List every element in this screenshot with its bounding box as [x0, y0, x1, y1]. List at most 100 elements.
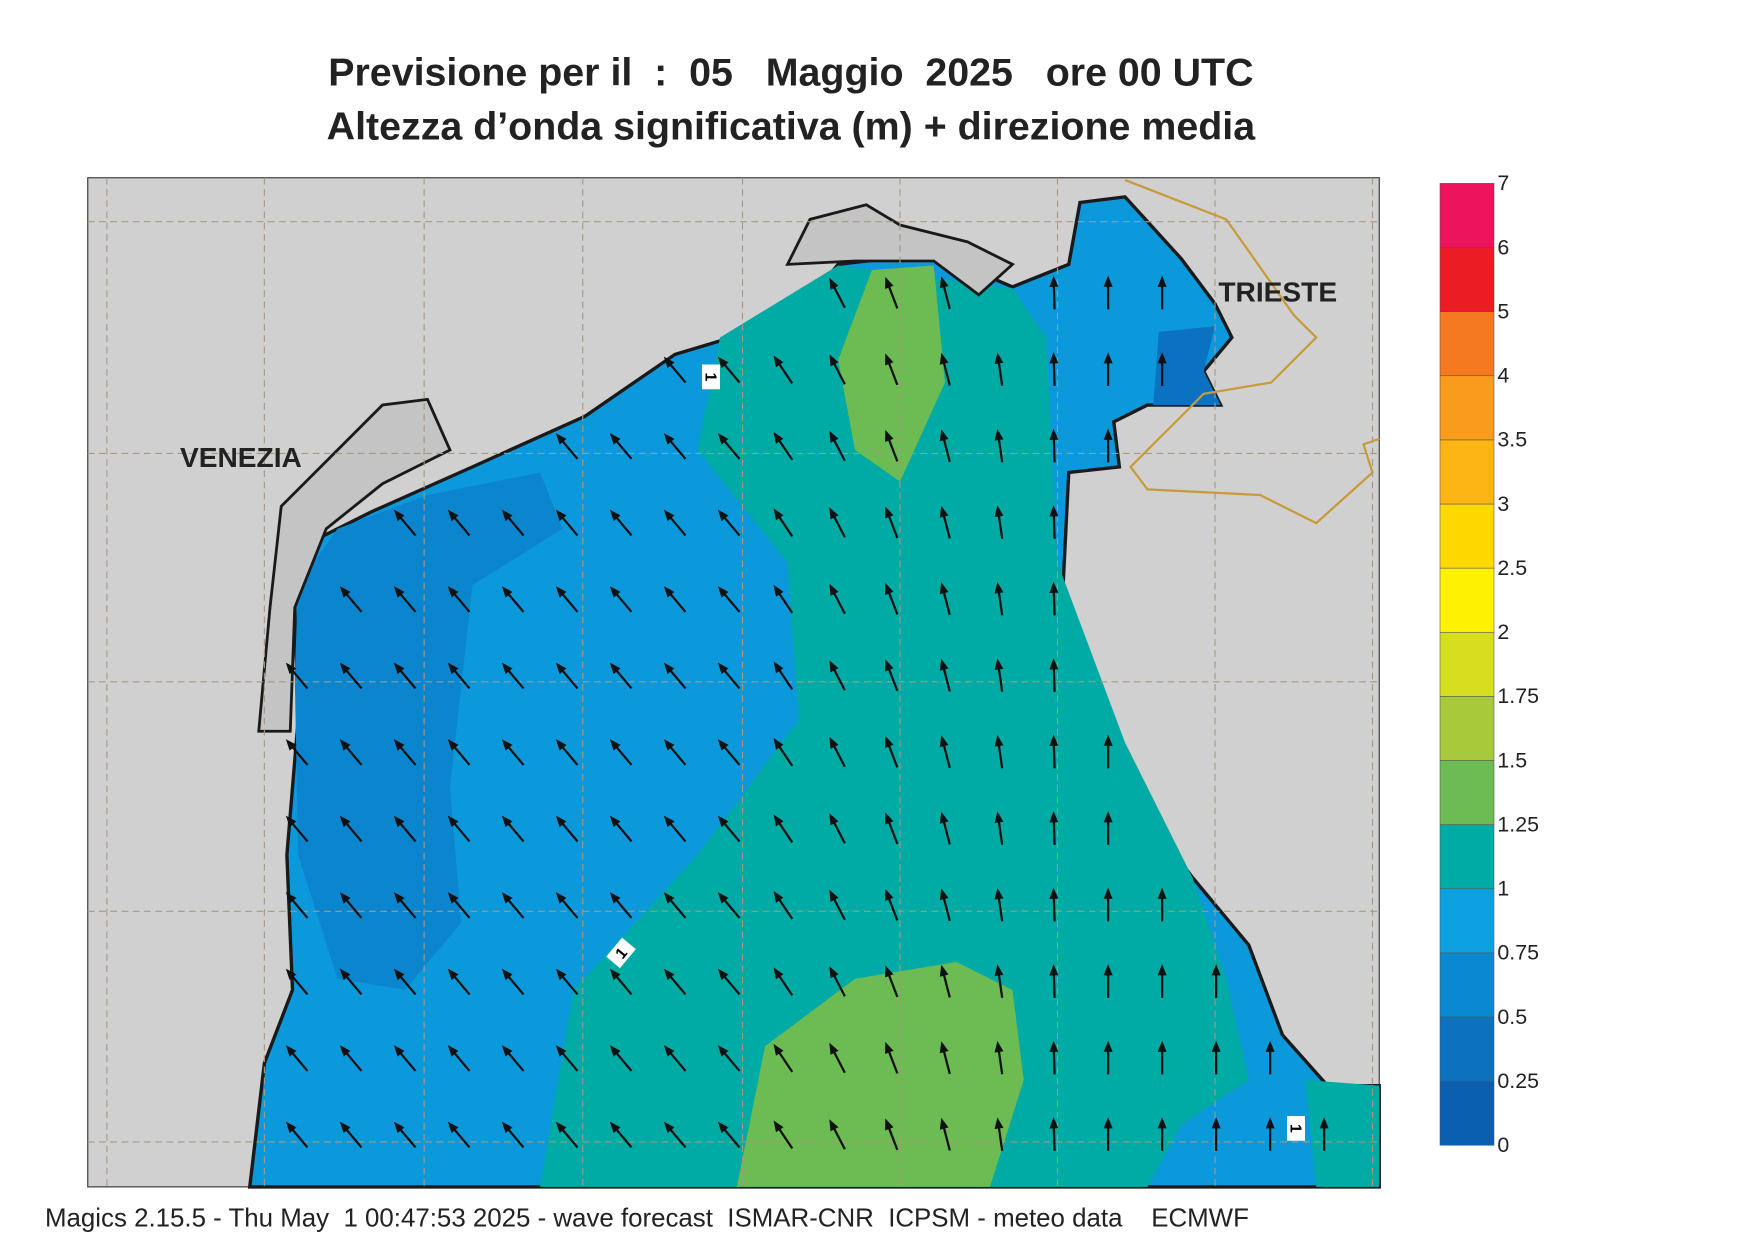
arrow-head — [1157, 1117, 1167, 1129]
arrow-head — [1049, 734, 1059, 747]
arrow-head — [285, 1121, 297, 1134]
arrow-head — [609, 509, 621, 522]
arrow-head — [609, 892, 621, 904]
arrow-head — [717, 356, 729, 369]
arrow-head — [501, 509, 513, 522]
arrow-head — [885, 965, 894, 978]
sea-mid — [540, 265, 1249, 1187]
arrow-head — [885, 812, 894, 825]
arrow-head — [829, 507, 839, 520]
wave-direction-arrows — [285, 275, 1329, 1151]
arrow-head — [339, 662, 351, 675]
sea-high-north — [838, 265, 945, 482]
arrow-head — [717, 892, 729, 904]
arrow-head — [994, 1040, 1004, 1053]
arrow-head — [447, 662, 459, 675]
arrow-head — [994, 352, 1004, 365]
arrow-head — [829, 660, 839, 673]
title-line-2: Altezza d’onda significativa (m) + direz… — [327, 105, 1257, 149]
arrow-head — [829, 277, 839, 290]
arrow-head — [285, 968, 297, 981]
colorbar-band — [1439, 1016, 1495, 1082]
arrow-head — [555, 509, 567, 522]
arrow-head — [717, 509, 729, 522]
arrow-head — [393, 968, 405, 981]
arrow-head — [885, 659, 894, 672]
arrow-head — [773, 355, 784, 368]
arrow-head — [994, 734, 1004, 747]
arrow-head — [1157, 275, 1167, 287]
arrow-head — [994, 1117, 1004, 1130]
arrow-head — [339, 815, 351, 828]
arrow-head — [501, 586, 513, 598]
arrow-head — [1265, 1040, 1275, 1052]
arrow-head — [1211, 1117, 1221, 1129]
colorbar-tick-label: 0.25 — [1497, 1069, 1539, 1093]
arrow-head — [285, 739, 297, 751]
arrow-head — [885, 429, 894, 443]
arrow-head — [663, 356, 675, 369]
arrow-head — [885, 1118, 894, 1131]
arrow-head — [939, 811, 949, 824]
colorbar-tick-label: 1.75 — [1497, 684, 1539, 708]
arrow-head — [393, 586, 405, 598]
arrow-head — [1103, 964, 1113, 976]
arrow-head — [773, 890, 784, 903]
arrow-head — [885, 582, 894, 596]
sea-mid-se — [1305, 1080, 1380, 1187]
arrow-head — [1157, 964, 1167, 976]
colorbar-band — [1439, 183, 1495, 248]
colorbar-tick-label: 2 — [1497, 620, 1509, 644]
contour-label: 1 — [1286, 1124, 1303, 1133]
arrow-head — [1211, 964, 1221, 976]
arrow-head — [663, 815, 675, 828]
arrow-head — [339, 1045, 351, 1057]
arrow-head — [555, 433, 567, 445]
arrow-head — [555, 892, 567, 904]
arrow-head — [994, 505, 1004, 518]
colorbar-tick-label: 3.5 — [1497, 428, 1527, 452]
arrow-head — [829, 1042, 839, 1055]
arrow-head — [1103, 887, 1113, 899]
arrow-head — [939, 964, 949, 977]
arrow-head — [501, 739, 513, 751]
arrow-head — [663, 1045, 675, 1057]
colorbar-band — [1439, 503, 1495, 569]
arrow-head — [393, 509, 405, 522]
arrow-head — [501, 968, 513, 981]
colorbar-tick-label: 4 — [1497, 364, 1509, 388]
colorbar-tick-label: 1 — [1497, 877, 1509, 901]
colorbar-tick-label: 6 — [1497, 235, 1509, 259]
arrow-head — [1103, 275, 1113, 287]
arrow-head — [885, 506, 894, 519]
arrow-head — [994, 428, 1004, 441]
arrow-head — [447, 586, 459, 598]
contour-label-box — [606, 937, 636, 969]
arrow-head — [501, 662, 513, 675]
arrow-head — [1103, 734, 1113, 746]
arrow-head — [994, 811, 1004, 824]
colorbar-tick-label: 0 — [1497, 1133, 1509, 1157]
arrow-head — [829, 1119, 839, 1132]
arrow-head — [555, 662, 567, 675]
arrow-head — [609, 1045, 621, 1057]
arrow-head — [555, 968, 567, 981]
arrow-head — [717, 586, 729, 598]
contour-label-box — [702, 364, 720, 390]
colorbar-band — [1439, 696, 1495, 761]
place-label: TRIESTE — [1218, 277, 1337, 308]
arrow-head — [994, 581, 1004, 594]
arrow-head — [447, 815, 459, 828]
arrow-head — [829, 430, 839, 443]
arrow-head — [885, 735, 894, 749]
arrow-head — [994, 964, 1004, 977]
footer: Magics 2.15.5 - Thu May 1 00:47:53 2025 … — [45, 1204, 1249, 1232]
arrow-head — [1319, 1117, 1329, 1129]
arrow-head — [285, 662, 297, 675]
arrow-head — [339, 586, 351, 598]
arrow-head — [939, 1117, 949, 1130]
map-area: VENEZIA TRIESTE 111 — [87, 177, 1381, 1189]
arrow-head — [501, 1045, 513, 1057]
arrow-head — [994, 658, 1004, 671]
arrow-head — [339, 1121, 351, 1134]
